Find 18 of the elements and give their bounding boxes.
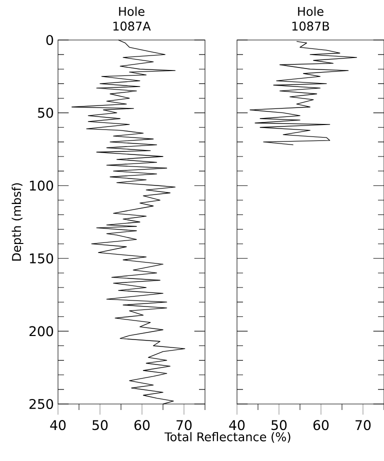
chart-title: Hole 1087A [113, 6, 151, 31]
x-axis-title: Total Reflectance (%) [164, 432, 290, 443]
x-tick-label: 50 [92, 420, 108, 430]
x-tick-label: 40 [50, 420, 66, 430]
x-tick-label: 40 [229, 420, 244, 430]
y-axis-title: Depth (mbsf) [12, 183, 24, 261]
y-tick-label: 100 [30, 180, 53, 191]
x-tick-label: 50 [271, 420, 286, 430]
x-tick-label: 60 [134, 420, 150, 430]
chart-title: Hole 1087B [292, 6, 329, 31]
y-tick-label: 150 [30, 253, 53, 264]
y-tick-label: 50 [38, 108, 53, 118]
x-tick-label: 70 [355, 420, 370, 430]
y-tick-label: 250 [29, 398, 53, 410]
y-tick-label: 200 [29, 326, 53, 336]
x-tick-label: 70 [176, 420, 192, 430]
x-tick-label: 60 [313, 420, 328, 430]
y-tick-label: 0 [46, 34, 53, 46]
